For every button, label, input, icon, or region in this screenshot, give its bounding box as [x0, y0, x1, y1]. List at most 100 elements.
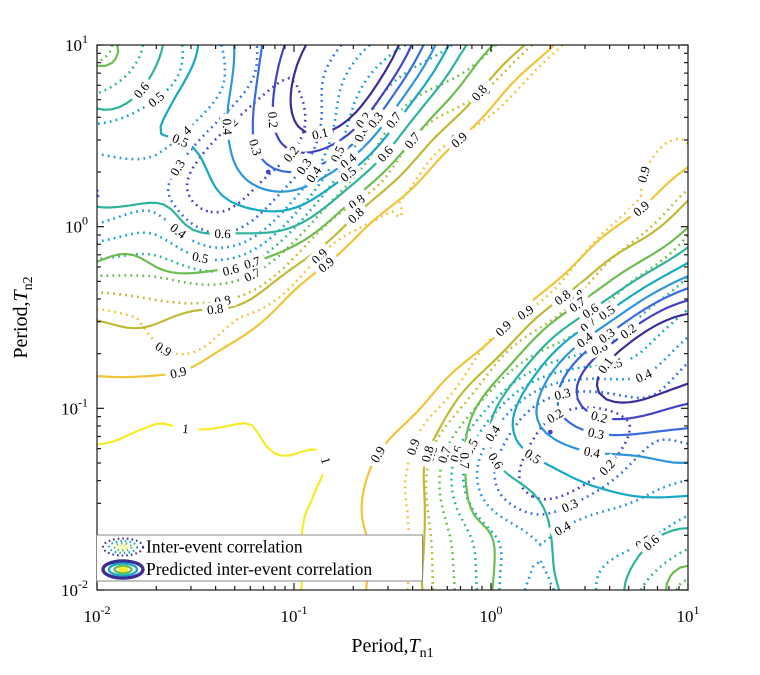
- contour-line: [159, 45, 451, 213]
- contour-label: 0.4: [220, 113, 236, 141]
- dotted-contours-level-0.3: [97, 45, 688, 517]
- contour-lines: [97, 45, 688, 590]
- svg-text:0.9: 0.9: [169, 363, 188, 381]
- contour-line: [97, 189, 101, 199]
- contour-label: 0.8: [417, 439, 438, 469]
- contour-label: 0.7: [457, 447, 472, 474]
- legend-item-label: Predicted inter-event correlation: [146, 559, 372, 579]
- svg-text:0.5: 0.5: [191, 248, 210, 266]
- contour-line: [97, 45, 468, 235]
- contour-line: [462, 308, 688, 590]
- contour-label: 0.3: [548, 384, 577, 404]
- svg-text:0.4: 0.4: [220, 118, 236, 135]
- contour-line: [97, 45, 453, 273]
- contour-label: 0.9: [164, 362, 193, 383]
- axes: [96, 44, 689, 591]
- solid-contours-level-0.9: [97, 45, 688, 590]
- svg-text:0.9: 0.9: [634, 165, 653, 185]
- contour-label: 0.1: [305, 123, 335, 144]
- svg-text:0.9: 0.9: [367, 443, 388, 465]
- contour-label: 0.2: [265, 106, 281, 134]
- svg-text:0.3: 0.3: [246, 137, 265, 157]
- contour-label: 1: [315, 446, 337, 475]
- x-tick-label: 100: [480, 603, 503, 626]
- contour-line: [463, 226, 688, 590]
- x-axis-title: Period,Tn1: [351, 635, 433, 661]
- contour-label: 0.7: [237, 252, 267, 273]
- x-tick-label: 101: [677, 603, 700, 626]
- svg-text:1: 1: [182, 421, 190, 437]
- contour-line: [97, 421, 328, 590]
- plot-border: [96, 44, 689, 591]
- dotted-contour-icon: [118, 544, 128, 550]
- svg-text:0.2: 0.2: [589, 407, 609, 426]
- svg-text:0.5: 0.5: [170, 130, 191, 150]
- dotted-contours-level-0.4: [97, 45, 688, 590]
- solid-contours-level-1: [97, 421, 328, 590]
- svg-text:0.3: 0.3: [559, 495, 580, 515]
- contour-labels: 0.20.20.20.20.30.30.30.30.40.40.40.40.40…: [127, 75, 666, 557]
- contour-line: [475, 335, 688, 547]
- svg-text:0.2: 0.2: [265, 111, 281, 128]
- svg-text:0.6: 0.6: [214, 226, 231, 241]
- contour-line: [97, 45, 407, 262]
- svg-text:0.8: 0.8: [418, 444, 437, 464]
- contour-label: 0.9: [148, 336, 179, 362]
- contour-label: 0.5: [186, 247, 215, 268]
- contour-line: [488, 246, 688, 590]
- svg-text:0.8: 0.8: [206, 301, 224, 318]
- svg-text:0.6: 0.6: [221, 260, 241, 279]
- svg-text:0.4: 0.4: [583, 443, 602, 461]
- well-minimum-dot: [265, 169, 271, 175]
- contour-label: 0.5: [165, 128, 196, 152]
- solid-contour-icon: [107, 562, 139, 577]
- legend-box: [96, 534, 423, 582]
- legend-item-label: Inter-event correlation: [146, 537, 303, 557]
- contour-line: [535, 275, 688, 465]
- svg-text:0.9: 0.9: [153, 338, 175, 359]
- contour-label: 0.3: [581, 423, 611, 443]
- contour-line: [97, 45, 555, 379]
- contour-label: 0.2: [540, 402, 570, 429]
- legend-item-inter-event: Inter-event correlation: [101, 537, 303, 557]
- x-tick-label: 10-2: [84, 603, 111, 626]
- contour-line: [97, 45, 494, 275]
- svg-text:0.3: 0.3: [167, 157, 188, 179]
- tick-labels: 10-2 10-1 100 101 10-2 10-1 100 101: [61, 32, 700, 626]
- x-tick-label: 10-1: [281, 603, 308, 626]
- contour-line: [449, 275, 688, 590]
- legend-item-predicted: Predicted inter-event correlation: [101, 559, 372, 580]
- contour-label: 0.4: [547, 515, 578, 541]
- contour-line: [575, 299, 688, 421]
- contour-line: [360, 166, 688, 590]
- y-tick-label: 10-1: [61, 395, 88, 418]
- contour-label: 1: [171, 420, 200, 437]
- contour-line: [511, 261, 688, 499]
- dotted-contours-level-0.9: [97, 45, 688, 590]
- solid-contours-level-0.2: [271, 45, 688, 421]
- solid-contour-icon: [113, 564, 133, 575]
- contour-line: [403, 137, 688, 590]
- contour-line: [97, 45, 371, 250]
- contour-label: 0.3: [245, 132, 267, 162]
- y-tick-label: 10-2: [61, 577, 88, 600]
- svg-text:0.7: 0.7: [242, 253, 262, 272]
- svg-text:0.3: 0.3: [553, 385, 572, 403]
- contour-line: [420, 199, 688, 590]
- contour-line: [97, 45, 114, 64]
- contour-line: [556, 287, 688, 437]
- y-axis-title: Period,Tn2: [10, 276, 36, 358]
- contour-label: 0.4: [577, 442, 607, 462]
- svg-text:0.1: 0.1: [310, 124, 329, 142]
- y-tick-label: 100: [65, 214, 88, 237]
- dotted-contours: [97, 45, 688, 590]
- svg-text:0.7: 0.7: [457, 452, 472, 469]
- contour-line: [97, 45, 564, 356]
- solid-contour-icon: [117, 566, 128, 573]
- contour-label: 0.3: [164, 152, 191, 183]
- contour-label: 0.4: [628, 363, 659, 388]
- contour-label: 0.9: [633, 160, 654, 189]
